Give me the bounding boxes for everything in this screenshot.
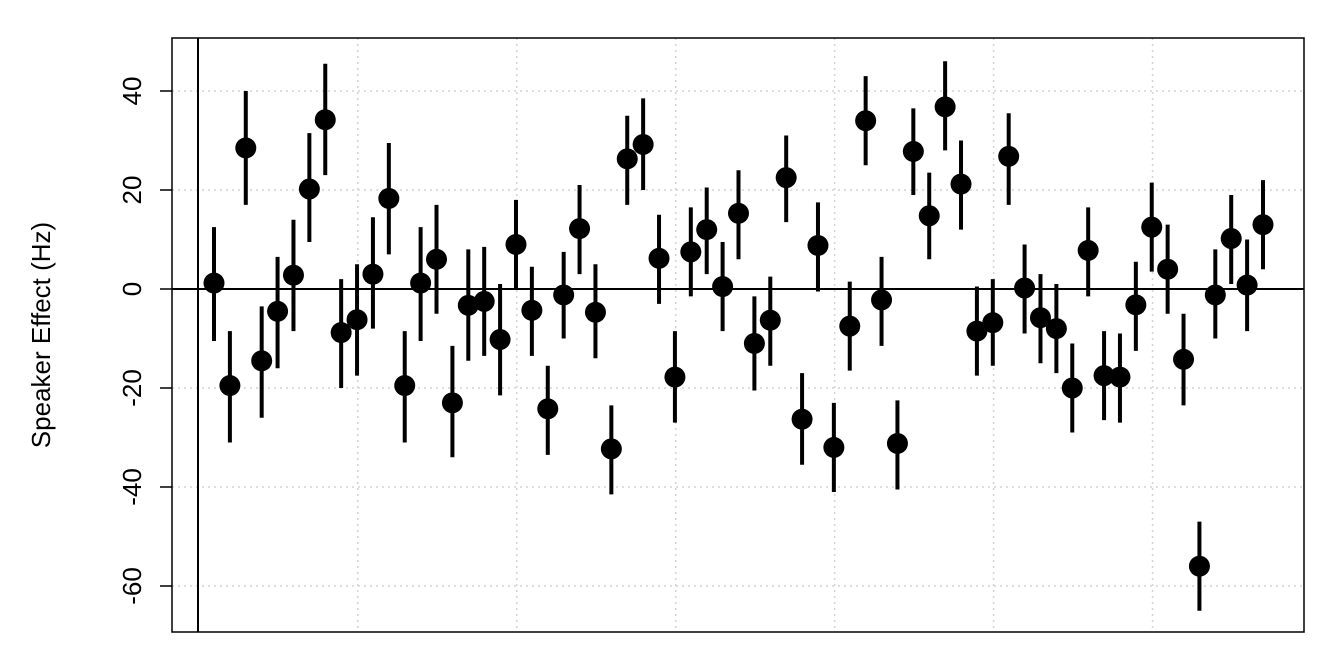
- y-tick-label: -60: [117, 567, 147, 605]
- data-point: [886, 432, 908, 454]
- data-point: [632, 133, 654, 155]
- data-point: [918, 205, 940, 227]
- data-point: [855, 110, 877, 132]
- y-axis: 40 20 0 -20 -40 -60: [117, 77, 172, 605]
- data-point: [1157, 258, 1179, 280]
- data-point: [473, 290, 495, 312]
- data-point: [457, 294, 479, 316]
- data-point: [584, 301, 606, 323]
- data-point: [1188, 555, 1210, 577]
- data-point: [616, 148, 638, 170]
- data-point: [203, 272, 225, 294]
- data-point: [998, 145, 1020, 167]
- data-point: [426, 248, 448, 270]
- data-point: [282, 264, 304, 286]
- data-point: [267, 300, 289, 322]
- data-point: [298, 178, 320, 200]
- data-point: [1077, 239, 1099, 261]
- data-point: [775, 167, 797, 189]
- data-point: [362, 263, 384, 285]
- data-point: [1204, 284, 1226, 306]
- data-point: [314, 109, 336, 131]
- data-point: [330, 322, 352, 344]
- data-point: [871, 289, 893, 311]
- data-point: [839, 315, 861, 337]
- y-axis-title: Speaker Effect (Hz): [26, 222, 56, 448]
- data-point: [219, 375, 241, 397]
- data-point: [441, 392, 463, 414]
- data-point: [1220, 228, 1242, 250]
- data-point: [489, 328, 511, 350]
- data-point: [505, 233, 527, 255]
- plot-frame: [171, 37, 1305, 633]
- data-point: [743, 332, 765, 354]
- data-point: [1029, 307, 1051, 329]
- data-point: [569, 218, 591, 240]
- data-point: [378, 187, 400, 209]
- data-point: [648, 247, 670, 269]
- data-point: [807, 234, 829, 256]
- data-point: [251, 350, 273, 372]
- data-points-layer: [203, 61, 1274, 611]
- data-point: [235, 137, 257, 159]
- data-point: [982, 312, 1004, 334]
- data-point: [680, 241, 702, 263]
- data-point: [1045, 318, 1067, 340]
- y-tick-label: -20: [117, 369, 147, 407]
- data-point: [902, 140, 924, 162]
- data-point: [1093, 365, 1115, 387]
- data-point: [1141, 216, 1163, 238]
- data-point: [728, 202, 749, 224]
- data-point: [1061, 377, 1083, 399]
- y-tick-label: -40: [117, 468, 147, 506]
- data-point: [1252, 214, 1274, 236]
- y-tick-label: 40: [117, 77, 147, 106]
- data-point: [537, 398, 559, 420]
- data-point: [664, 366, 686, 388]
- data-point: [966, 320, 988, 342]
- y-tick-label: 20: [117, 176, 147, 205]
- data-point: [759, 309, 781, 331]
- data-point: [1125, 294, 1147, 316]
- data-point: [394, 375, 416, 397]
- data-point: [410, 272, 432, 294]
- data-point: [346, 309, 368, 331]
- data-point: [823, 436, 845, 458]
- data-point: [1236, 274, 1258, 296]
- data-point: [791, 408, 813, 430]
- y-tick-label: 0: [117, 282, 147, 296]
- data-point: [712, 276, 734, 298]
- data-point: [1173, 348, 1195, 370]
- data-point: [1014, 277, 1036, 299]
- data-point: [553, 284, 575, 306]
- data-point: [600, 438, 622, 460]
- data-point: [521, 299, 543, 321]
- data-point: [1109, 366, 1131, 388]
- data-point: [696, 219, 718, 241]
- data-point: [950, 173, 972, 195]
- data-point: [934, 96, 956, 118]
